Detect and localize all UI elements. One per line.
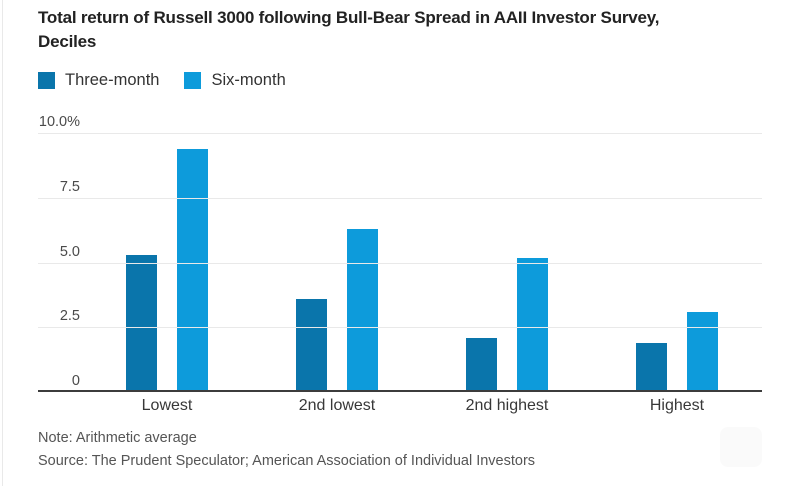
y-tick-label-2-5: 2.5 — [59, 308, 80, 325]
bar-group-highest — [592, 133, 762, 390]
x-axis-labels: Lowest 2nd lowest 2nd highest Highest — [82, 397, 762, 415]
chart-source: Source: The Prudent Speculator; American… — [38, 453, 536, 469]
gridline-10 — [38, 133, 762, 134]
x-axis-label-lowest: Lowest — [141, 397, 193, 414]
y-tick-label-10: 10.0% — [38, 114, 80, 130]
x-axis-label-highest: Highest — [649, 397, 705, 414]
legend-item-three-month: Three-month — [38, 71, 159, 90]
bar-group-lowest — [82, 133, 252, 390]
x-axis-label-2nd-lowest: 2nd lowest — [298, 397, 376, 414]
y-tick-label-5: 5.0 — [59, 243, 80, 260]
y-tick-label-7-5: 7.5 — [59, 178, 80, 195]
chart-note: Note: Arithmetic average — [38, 430, 197, 446]
legend-item-six-month: Six-month — [184, 71, 286, 90]
bar-three-month-highest — [636, 343, 667, 390]
bar-three-month-2nd-highest — [466, 338, 497, 390]
gridline-5 — [38, 262, 762, 264]
chart-title-line-2: Deciles — [38, 32, 97, 51]
x-axis-label-2nd-highest: 2nd highest — [465, 397, 549, 414]
bar-six-month-2nd-lowest — [347, 229, 378, 390]
bar-group-2nd-highest — [422, 133, 592, 390]
chart-title: Total return of Russell 3000 following B… — [38, 6, 758, 54]
y-tick-label-0: 0 — [71, 373, 80, 389]
bar-group-2nd-lowest — [252, 133, 422, 390]
legend-label-six-month: Six-month — [211, 71, 286, 89]
bar-six-month-highest — [687, 312, 718, 390]
legend-swatch-three-month — [38, 72, 55, 89]
bar-three-month-2nd-lowest — [296, 299, 327, 390]
x-axis-baseline — [38, 390, 762, 392]
legend-swatch-six-month — [184, 72, 202, 89]
plot-area: 10.0% 7.5 5.0 2.5 0 — [38, 114, 762, 392]
chart-legend: Three-month Six-month — [38, 71, 286, 90]
bar-six-month-2nd-highest — [517, 257, 548, 390]
bar-six-month-lowest — [177, 149, 208, 390]
frame-left-border — [2, 0, 3, 486]
bars-container — [82, 133, 762, 390]
bar-three-month-lowest — [126, 255, 157, 390]
watermark — [720, 427, 762, 467]
legend-label-three-month: Three-month — [65, 71, 160, 89]
gridline-2-5 — [38, 327, 762, 329]
chart-title-line-1: Total return of Russell 3000 following B… — [38, 8, 660, 27]
gridline-7-5 — [38, 197, 762, 199]
